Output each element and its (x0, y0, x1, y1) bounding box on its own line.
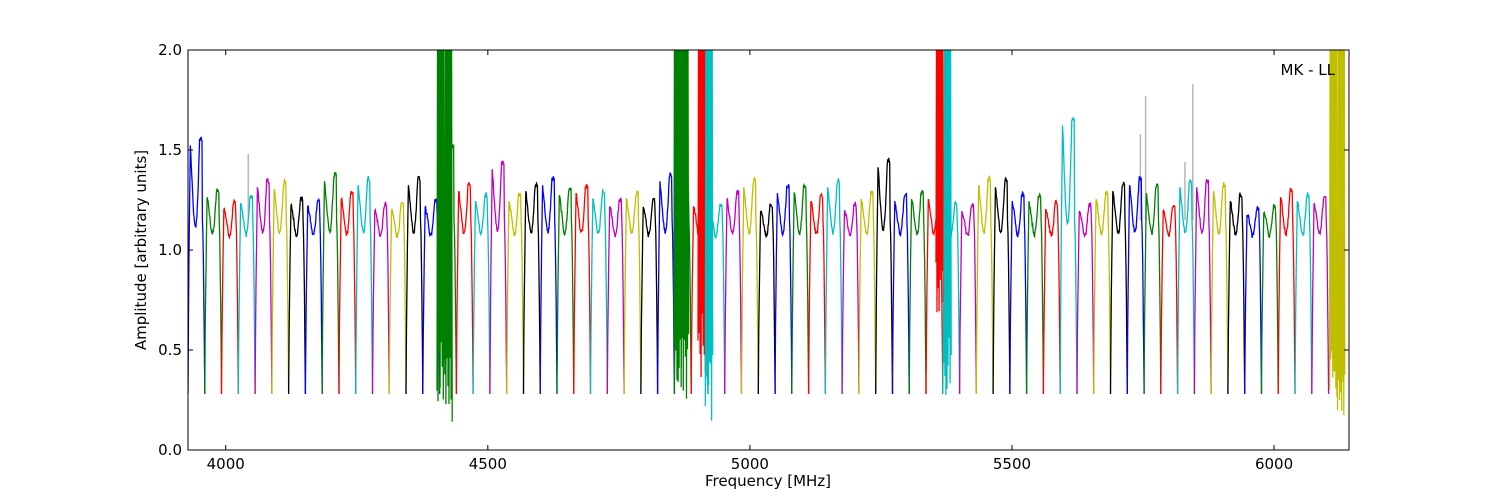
series-layer (188, 50, 1346, 422)
channel-12-series (371, 201, 390, 395)
rfi-spike-8 (943, 50, 952, 395)
channel-18-series (472, 192, 491, 395)
channel-13-series (388, 201, 407, 395)
channel-44-series (908, 189, 927, 395)
channel-60-series (1176, 179, 1196, 395)
rfi-spike-10 (1336, 50, 1346, 416)
x-tick-label: 5000 (731, 455, 769, 473)
channel-5-series (254, 178, 273, 395)
channel-52-series (1042, 199, 1061, 395)
x-axis-label: Frequency [MHz] (705, 472, 831, 490)
channel-62-series (1210, 182, 1229, 395)
channel-35-series (757, 203, 776, 395)
channel-28-series (640, 198, 659, 395)
x-tick-label: 5500 (993, 455, 1031, 473)
channel-9-series (321, 172, 340, 395)
channel-34-series (740, 176, 759, 395)
channel-11-series (355, 175, 374, 395)
channel-41-series (858, 190, 877, 395)
channel-27-series (623, 190, 642, 395)
y-tick-label: 0.0 (158, 441, 182, 459)
channel-6-series (271, 177, 290, 395)
channel-17-series (455, 182, 474, 395)
rfi-spike-6 (704, 50, 714, 421)
rfi-spike-2 (444, 50, 453, 422)
channel-55-series (1093, 190, 1112, 395)
channel-7-series (287, 196, 307, 395)
x-tick-label: 6000 (1255, 455, 1293, 473)
channel-1-series (188, 136, 206, 395)
rfi-spike-1 (436, 50, 445, 402)
rfi-spike-9 (1328, 50, 1338, 397)
rfi-spike-4 (680, 50, 690, 399)
plot-background (188, 50, 1349, 450)
channel-63-series (1227, 192, 1246, 395)
channel-4-series (237, 194, 256, 395)
channel-67-series (1294, 192, 1313, 395)
rfi-spike-3 (673, 50, 682, 388)
channel-53-series (1059, 117, 1078, 395)
x-axis-ticks: 4000 4500 5000 5500 6000 (207, 50, 1293, 473)
channel-21-series (522, 181, 541, 395)
channel-22-series (539, 176, 558, 395)
channel-25-series (589, 188, 608, 395)
channel-48-series (975, 175, 994, 395)
channel-8-series (304, 197, 323, 395)
channel-56-series (1109, 181, 1128, 395)
channel-66-series (1277, 187, 1296, 395)
channel-39-series (824, 178, 843, 395)
channel-38-series (807, 192, 827, 395)
channel-3-series (220, 198, 239, 395)
rfi-spike-5 (697, 50, 706, 378)
channel-58-series (1143, 183, 1162, 395)
channel-68-series (1311, 195, 1330, 395)
flagged-data-layer (247, 84, 1194, 220)
channel-49-series (992, 176, 1011, 395)
channel-10-series (338, 190, 357, 395)
channel-37-series (791, 182, 810, 395)
x-tick-label: 4000 (207, 455, 245, 473)
channel-33-series (724, 189, 743, 395)
baseline-annotation: MK - LL (1281, 61, 1336, 79)
channel-65-series (1260, 204, 1279, 395)
channel-29-series (656, 171, 676, 395)
channel-26-series (606, 196, 625, 395)
y-tick-label: 1.5 (158, 141, 182, 159)
channel-50-series (1009, 190, 1028, 395)
x-tick-label: 4500 (469, 455, 507, 473)
channel-47-series (958, 202, 977, 395)
y-tick-label: 2.0 (158, 41, 182, 59)
channel-20-series (506, 192, 525, 395)
channel-59-series (1160, 205, 1179, 395)
rfi-spike-7 (935, 50, 944, 313)
channel-43-series (891, 192, 910, 395)
channel-64-series (1244, 206, 1263, 395)
channel-24-series (573, 183, 592, 395)
channel-61-series (1193, 178, 1212, 395)
channel-14-series (405, 175, 424, 395)
y-axis-label: Amplitude [arbitrary units] (132, 150, 150, 350)
y-axis-ticks: 0.0 0.5 1.0 1.5 2.0 (158, 41, 1349, 459)
channel-40-series (841, 201, 860, 395)
channel-57-series (1126, 175, 1145, 395)
channel-51-series (1025, 192, 1045, 395)
channel-2-series (204, 188, 223, 395)
channel-42-series (875, 157, 894, 395)
channel-36-series (774, 184, 793, 395)
channel-23-series (556, 187, 575, 395)
y-tick-label: 1.0 (158, 241, 182, 259)
y-tick-label: 0.5 (158, 341, 182, 359)
channel-54-series (1076, 202, 1095, 395)
channel-19-series (489, 160, 508, 395)
